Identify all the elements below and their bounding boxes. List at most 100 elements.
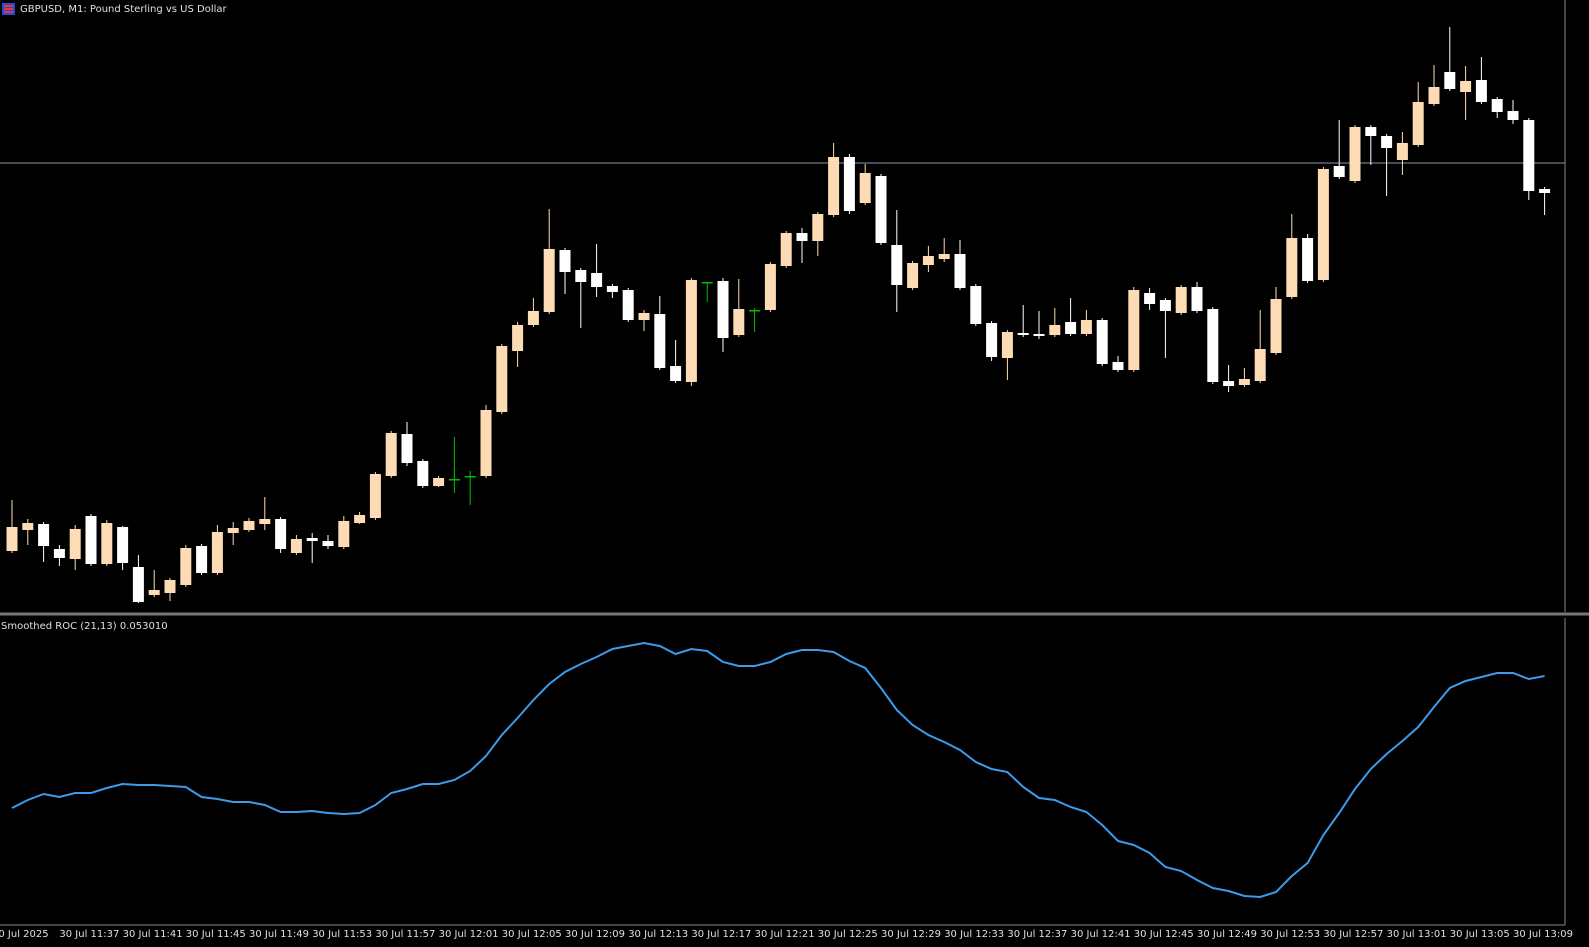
x-tick-label: 30 Jul 12:37 [1007,929,1067,940]
candle-body [448,479,460,481]
candle-body [132,567,144,602]
candle-body [559,250,571,272]
x-tick-label: 30 Jul 11:49 [249,929,309,940]
candle-body [527,311,539,325]
x-tick-label: 30 Jul 2025 [0,929,49,940]
candle-body [1096,320,1108,364]
candle-body [401,434,413,463]
candle-body [480,410,492,476]
candle-body [859,173,871,203]
candle-body [986,323,998,357]
candle-body [369,474,381,518]
x-tick-label: 30 Jul 12:13 [628,929,688,940]
candle-body [685,280,697,382]
x-tick-label: 30 Jul 12:29 [881,929,941,940]
candle-body [1128,290,1140,370]
candle-body [1001,332,1013,358]
candle-body [275,519,287,549]
symbol-icon [2,3,15,15]
candle-body [828,157,840,215]
x-tick-label: 30 Jul 11:41 [123,929,183,940]
candle-body [148,590,160,595]
candle-body [1365,127,1377,136]
candle-body [1475,80,1487,102]
candle-body [338,521,350,547]
x-tick-label: 30 Jul 11:53 [312,929,372,940]
candle-body [543,249,555,312]
x-tick-label: 30 Jul 12:09 [565,929,625,940]
candle-body [780,233,792,266]
candle-body [1223,381,1235,386]
x-tick-label: 30 Jul 12:53 [1260,929,1320,940]
candle-body [591,273,603,287]
candle-body [622,290,634,320]
candle-body [85,516,97,564]
candle-body [922,256,934,265]
x-tick-label: 30 Jul 11:37 [59,929,119,940]
candle-body [733,309,745,335]
candle-body [1523,120,1535,191]
candle-body [512,325,524,351]
candle-body [1175,287,1187,313]
candle-body [1270,299,1282,353]
x-tick-label: 30 Jul 13:01 [1387,929,1447,940]
candle-body [385,433,397,476]
candle-body [638,313,650,320]
candle-body [907,263,919,288]
candle-body [575,270,587,282]
x-tick-label: 30 Jul 12:21 [755,929,815,940]
chart-title: GBPUSD, M1: Pound Sterling vs US Dollar [20,4,228,15]
candle-body [796,233,808,241]
candle-body [970,286,982,324]
candle-body [1286,238,1298,297]
candle-body [1302,238,1314,281]
candle-body [117,527,129,563]
candle-body [1159,300,1171,311]
candle-body [891,245,903,285]
indicator-title: Smoothed ROC (21,13) 0.053010 [1,621,168,632]
candle-body [1317,169,1329,280]
candle-body [306,538,318,541]
candle-body [38,524,50,546]
candle-body [749,310,761,312]
candle-body [1238,379,1250,385]
candle-body [322,541,334,546]
x-tick-label: 30 Jul 12:41 [1071,929,1131,940]
candle-body [701,282,713,284]
candle-body [354,515,366,523]
x-tick-label: 30 Jul 12:25 [818,929,878,940]
candle-body [1080,320,1092,334]
candle-body [180,548,192,585]
candle-body [1191,287,1203,311]
candle-body [464,476,476,478]
candle-body [101,523,113,564]
candle-body [1065,322,1077,334]
candle-body [1428,87,1440,104]
candle-body [1254,349,1266,381]
x-tick-label: 30 Jul 12:33 [944,929,1004,940]
candle-body [954,254,966,288]
candle-body [654,314,666,368]
candle-body [1396,143,1408,160]
candle-body [196,546,208,573]
candle-body [1444,72,1456,89]
candle-body [670,366,682,381]
candle-body [1144,293,1156,304]
roc-line [11,641,1545,899]
x-tick-label: 30 Jul 11:45 [186,929,246,940]
candle-body [290,539,302,553]
candle-body [53,549,65,558]
candle-body [6,527,18,551]
candle-body [1049,325,1061,335]
candle-body [1207,309,1219,382]
x-tick-label: 30 Jul 12:17 [691,929,751,940]
x-tick-label: 30 Jul 12:57 [1323,929,1383,940]
candle-body [211,532,223,573]
candle-body [764,264,776,310]
candle-body [1460,81,1472,92]
candle-body [1381,136,1393,148]
candle-body [433,478,445,486]
candle-body [1333,166,1345,177]
